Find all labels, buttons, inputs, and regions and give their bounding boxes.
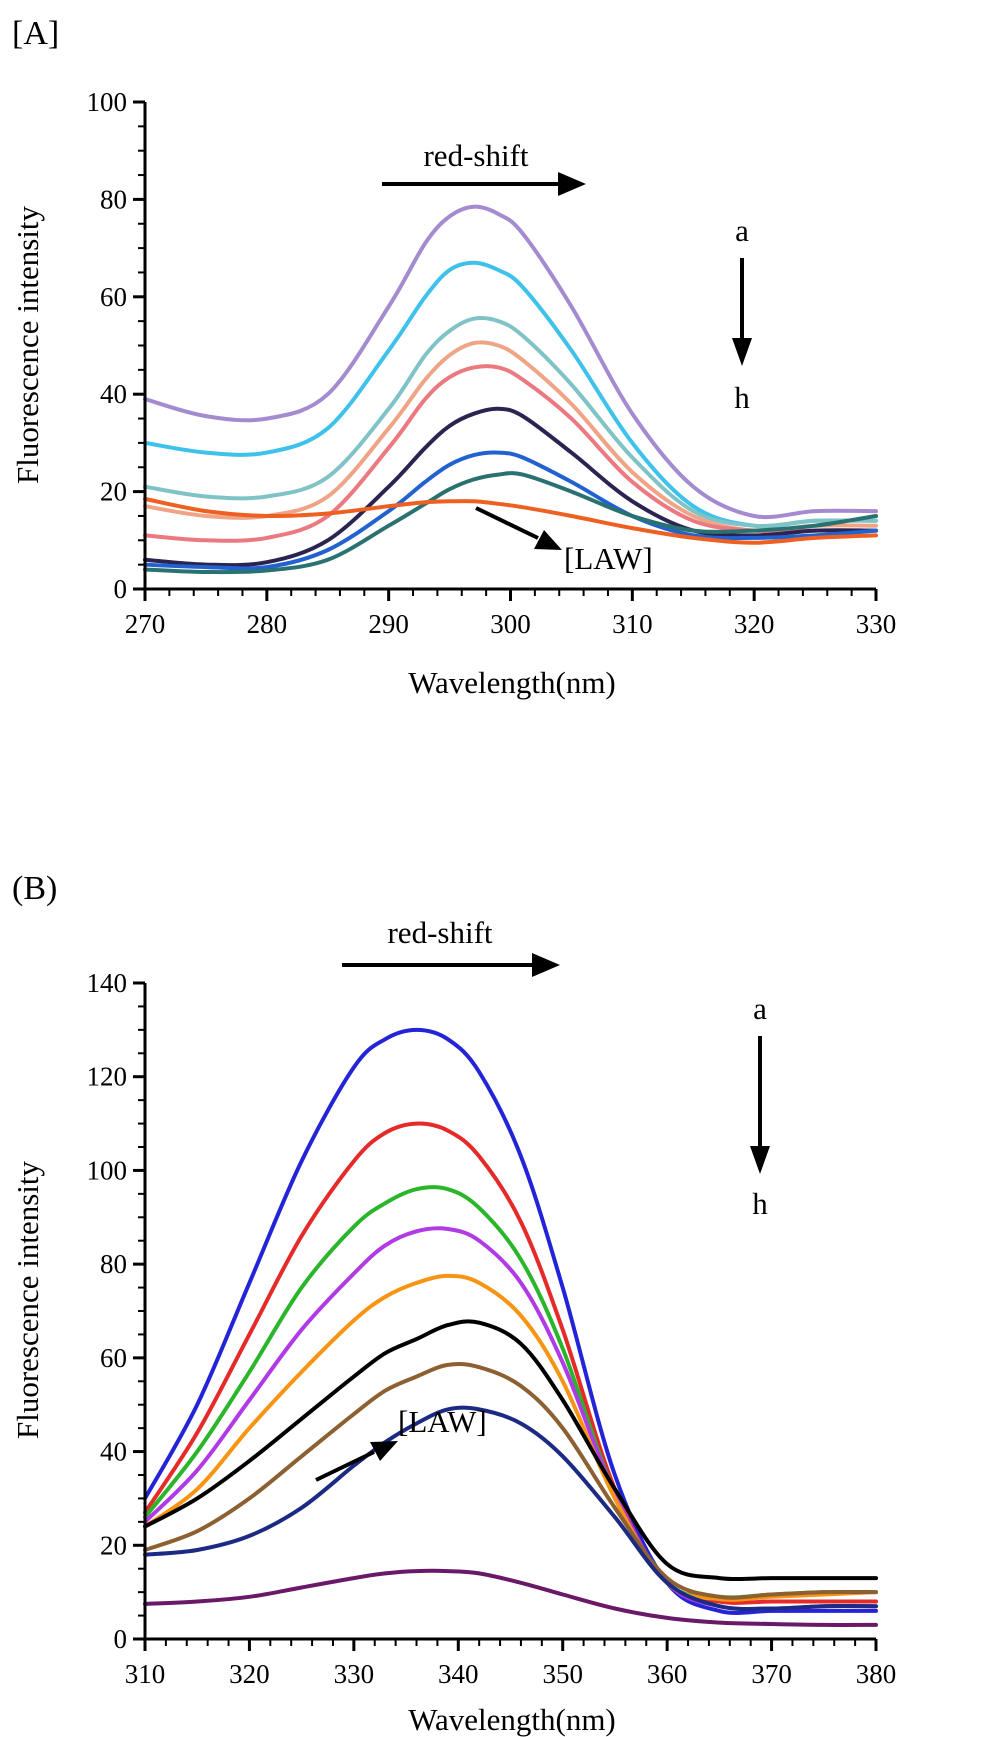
panel-b-x-tick-label: 330 [334, 1659, 375, 1689]
panel-a-x-axis-title: Wavelength(nm) [408, 665, 616, 700]
panel-a-series-group [143, 204, 878, 575]
panel-b-x-axis-title: Wavelength(nm) [408, 1702, 616, 1737]
panel-a-series-line-1 [143, 204, 878, 520]
panel-b-series-line-2 [143, 1121, 878, 1605]
panel-a-series-line-7 [143, 450, 878, 571]
panel-b-law-label: [LAW] [398, 1404, 487, 1439]
panel-b-trend-arrowhead [750, 1146, 770, 1174]
panel-a-series-line-5 [143, 364, 878, 543]
panel-b-x-tick-label: 370 [751, 1659, 792, 1689]
panel-b-x-tick-label: 380 [856, 1659, 897, 1689]
panel-b-series-group [143, 1027, 878, 1627]
panel-b-trend-end: h [752, 1186, 768, 1221]
panel-a-law-arrowhead [534, 530, 562, 550]
panel-b-y-tick-label: 40 [100, 1437, 127, 1467]
panel-b-y-tick-label: 60 [100, 1343, 127, 1373]
panel-a-y-tick-label: 100 [87, 87, 128, 117]
panel-a-y-tick-label: 80 [100, 184, 127, 214]
panel-a-trend-start: a [735, 213, 749, 248]
panel-a-series-line-2 [143, 260, 878, 529]
panel-a-trend-end: h [734, 380, 750, 415]
panel-b-y-tick-label: 100 [87, 1155, 128, 1185]
panel-b-red-shift-arrowhead [532, 953, 560, 977]
panel-a-series-line-8 [143, 471, 878, 575]
panel-b-x-tick-label: 340 [438, 1659, 479, 1689]
panel-a-trend-arrowhead [732, 338, 752, 366]
panel-b-series-line-5 [143, 1273, 878, 1602]
panel-b-series-line-6 [143, 1319, 878, 1582]
panel-a-y-tick-label: 20 [100, 477, 127, 507]
panel-a-y-axis-title: Fluorescence intensity [10, 205, 45, 484]
panel-b-ticks: 310 320 330 340 350 360 370 380 0 20 40 60 80 100 120 1… [87, 968, 897, 1689]
panel-a: [A] 270 280 290 300 310 320 330 0 20 40 60 80 100 Wa… [10, 15, 896, 700]
panel-b-x-tick-label: 350 [542, 1659, 583, 1689]
panel-a-y-tick-label: 60 [100, 282, 127, 312]
panel-a-red-shift-label: red-shift [423, 138, 528, 173]
panel-b: (B) 310 320 330 340 350 360 370 380 0 20 40 60 80 100… [10, 870, 896, 1737]
panel-b-law-arrow [315, 1450, 375, 1482]
panel-b-series-line-7 [143, 1362, 878, 1600]
panel-a-x-tick-label: 320 [734, 609, 775, 639]
panel-a-series-line-3 [143, 316, 878, 528]
panel-a-ticks: 270 280 290 300 310 320 330 0 20 40 60 80 100 [87, 87, 897, 639]
panel-a-series-line-9 [143, 496, 878, 545]
panel-a-law-label: [LAW] [564, 541, 653, 576]
panel-b-y-tick-label: 120 [87, 1062, 128, 1092]
panel-b-y-tick-label: 140 [87, 968, 128, 998]
panel-b-x-tick-label: 310 [125, 1659, 166, 1689]
panel-a-red-shift-arrowhead [558, 172, 586, 196]
panel-b-series-line-8 [143, 1405, 878, 1611]
panel-a-x-tick-label: 300 [490, 609, 531, 639]
panel-b-y-tick-label: 80 [100, 1249, 127, 1279]
panel-a-series-line-4 [143, 340, 878, 533]
panel-b-series-line-1 [143, 1027, 878, 1615]
panel-a-x-tick-label: 330 [856, 609, 897, 639]
panel-a-y-tick-label: 40 [100, 379, 127, 409]
panel-a-series-line-6 [143, 406, 878, 568]
panel-b-red-shift-label: red-shift [387, 915, 492, 950]
panel-a-y-tick-label: 0 [114, 574, 128, 604]
panel-b-label: (B) [12, 870, 57, 907]
panel-b-x-tick-label: 320 [229, 1659, 270, 1689]
panel-a-label: [A] [12, 15, 59, 52]
panel-b-trend-start: a [753, 991, 767, 1026]
panel-a-x-tick-label: 290 [368, 609, 409, 639]
panel-a-law-arrow [475, 506, 539, 540]
panel-b-series-line-9 [143, 1568, 878, 1627]
panel-b-y-tick-label: 20 [100, 1530, 127, 1560]
panel-b-law-arrowhead [370, 1441, 398, 1461]
panel-a-x-tick-label: 310 [612, 609, 653, 639]
panel-a-x-tick-label: 270 [125, 609, 166, 639]
panel-b-y-axis-title: Fluorescence intensity [10, 1160, 45, 1439]
panel-a-x-tick-label: 280 [247, 609, 288, 639]
panel-b-x-tick-label: 360 [647, 1659, 688, 1689]
panel-b-y-tick-label: 0 [114, 1624, 128, 1654]
